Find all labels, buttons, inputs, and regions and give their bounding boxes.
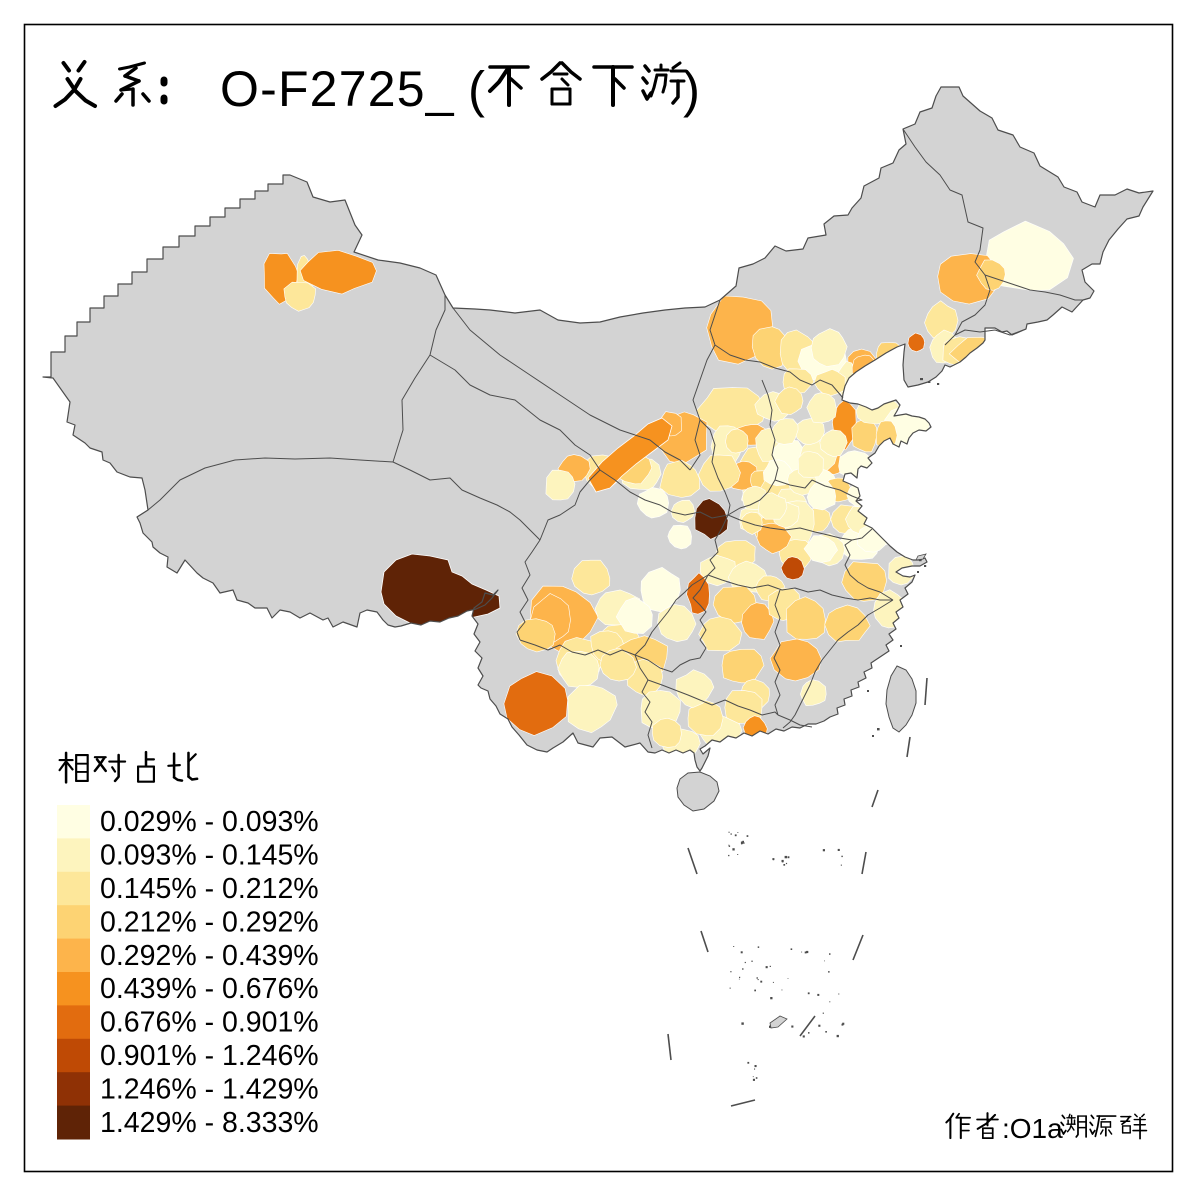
svg-text:0.093% - 0.145%: 0.093% - 0.145% [100,840,319,872]
svg-text:1.429% - 8.333%: 1.429% - 8.333% [100,1107,319,1139]
svg-text:0.029% - 0.093%: 0.029% - 0.093% [100,806,319,838]
svg-text:): ) [683,61,700,118]
svg-text:0.439% - 0.676%: 0.439% - 0.676% [100,973,319,1005]
svg-text:O-F2725_: O-F2725_ [220,61,455,117]
svg-text:0.212% - 0.292%: 0.212% - 0.292% [100,906,319,938]
svg-text:0.676% - 0.901%: 0.676% - 0.901% [100,1007,319,1039]
svg-text:1.246% - 1.429%: 1.246% - 1.429% [100,1073,319,1105]
svg-text::O1a: :O1a [1002,1113,1063,1144]
svg-text:0.901% - 1.246%: 0.901% - 1.246% [100,1040,319,1072]
svg-text:0.292% - 0.439%: 0.292% - 0.439% [100,940,319,972]
svg-text:(: ( [468,61,485,118]
svg-text:0.145% - 0.212%: 0.145% - 0.212% [100,873,319,905]
